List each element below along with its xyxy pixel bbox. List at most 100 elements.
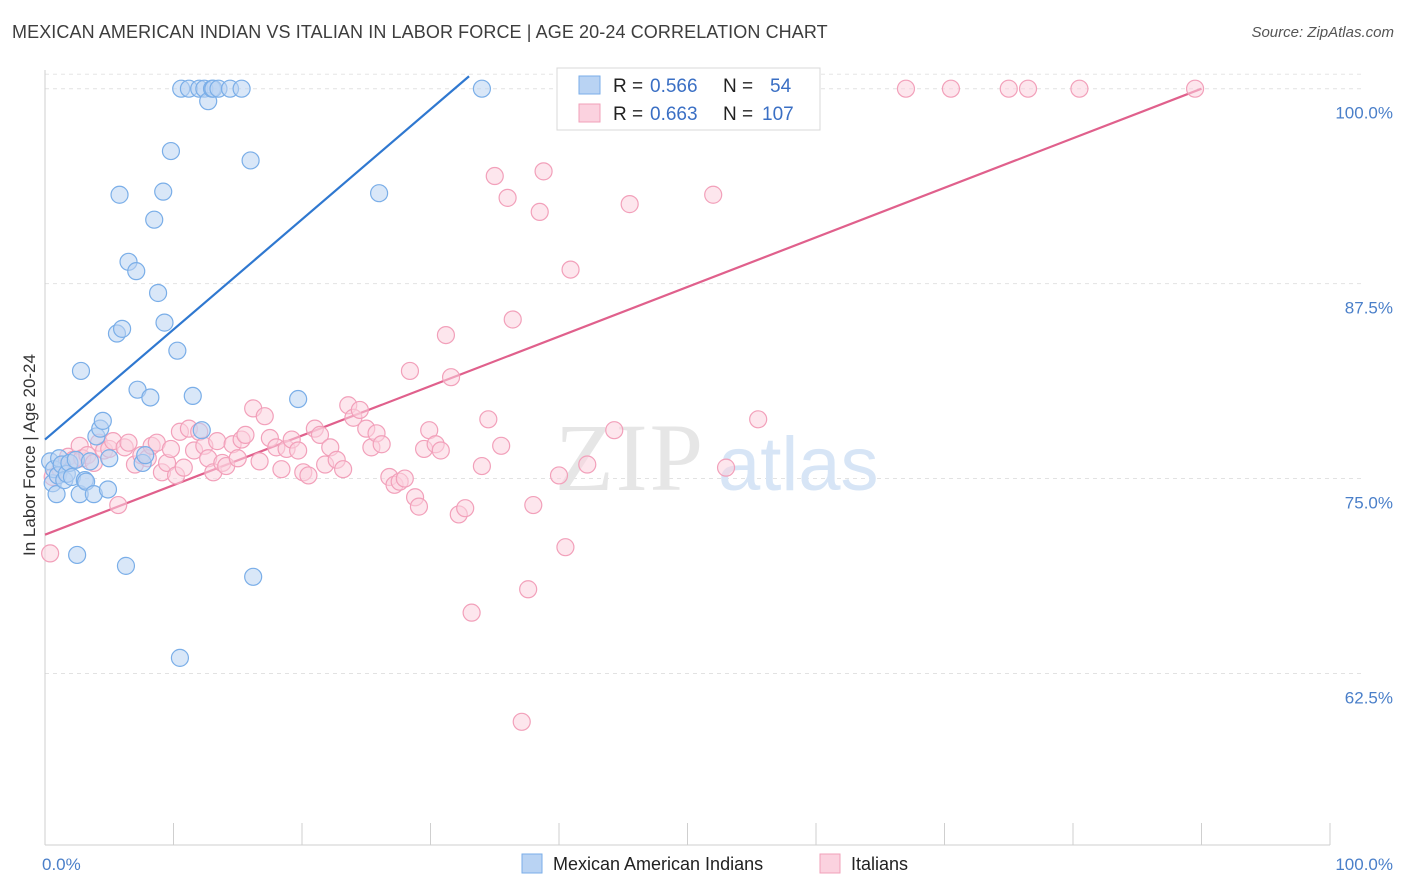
y-tick-label-0: 62.5% (1345, 688, 1393, 707)
point-italian-78 (456, 499, 475, 518)
source-credit: Source: ZipAtlas.com (1251, 24, 1394, 41)
point-italian-88 (524, 495, 543, 515)
point-italian-39 (236, 425, 255, 444)
point-italian-108 (1185, 79, 1205, 98)
series-legend-label-mexican: Mexican American Indians (553, 854, 763, 874)
point-italian-70 (409, 497, 429, 516)
point-italian-107 (1070, 79, 1089, 98)
point-italian-81 (479, 410, 498, 429)
point-italian-56 (334, 460, 353, 479)
point-italian-92 (556, 538, 575, 557)
series-legend: Mexican American Indians Italians (521, 853, 908, 874)
legend-n-label-italians: N = (723, 104, 753, 125)
point-italian-50 (299, 466, 318, 485)
point-italian-75 (436, 325, 456, 345)
point-mexican-27 (116, 556, 136, 575)
point-italian-42 (255, 407, 274, 426)
point-italian-103 (896, 79, 916, 98)
point-mexican-33 (141, 388, 160, 407)
legend-n-value-mexican: 54 (770, 76, 792, 97)
legend-r-label-italians: R = (613, 104, 643, 125)
grid-lines (45, 73, 1365, 674)
point-italian-84 (498, 188, 517, 207)
point-mexican-56 (370, 184, 389, 203)
point-mexican-54 (244, 567, 263, 586)
series-legend-label-italians: Italians (851, 854, 908, 874)
point-italian-15 (119, 433, 138, 452)
point-mexican-26 (112, 319, 132, 338)
point-mexican-17 (80, 452, 100, 471)
point-mexican-32 (136, 446, 155, 465)
point-italian-90 (534, 162, 553, 181)
point-italian-85 (503, 310, 522, 329)
legend-n-value-italians: 107 (762, 104, 794, 125)
point-italian-26 (174, 458, 193, 477)
point-mexican-12 (68, 545, 87, 565)
legend-r-value-mexican: 0.566 (650, 76, 698, 97)
point-italian-80 (472, 456, 491, 476)
x-tick-labels: 0.0% 100.0% (42, 855, 1393, 874)
point-italian-41 (250, 452, 269, 471)
point-italian-104 (941, 79, 961, 98)
series-legend-swatch-mexican (521, 853, 543, 874)
point-mexican-43 (183, 386, 202, 406)
point-italian-101 (716, 458, 736, 477)
point-mexican-22 (98, 480, 118, 499)
legend-r-value-italians: 0.663 (650, 104, 698, 125)
point-italian-0 (41, 544, 60, 563)
point-mexican-29 (127, 262, 146, 281)
point-italian-106 (1018, 79, 1038, 98)
stats-legend: R = 0.566 N = 54 R = 0.663 N = 107 (556, 67, 821, 131)
x-tick-label-1: 100.0% (1335, 855, 1393, 874)
chart-title: MEXICAN AMERICAN INDIAN VS ITALIAN IN LA… (12, 22, 828, 42)
point-mexican-34 (145, 210, 164, 229)
point-italian-33 (208, 432, 227, 451)
point-italian-63 (372, 435, 391, 454)
point-italian-45 (272, 460, 291, 479)
point-italian-48 (289, 441, 308, 460)
series-legend-swatch-italians (819, 853, 841, 874)
y-tick-labels: 62.5% 75.0% 87.5% 100.0% (1335, 104, 1393, 708)
y-tick-label-3: 100.0% (1335, 104, 1393, 123)
point-mexican-38 (161, 141, 181, 161)
point-italian-83 (492, 436, 511, 455)
point-italian-102 (749, 410, 768, 429)
point-italian-67 (395, 469, 414, 488)
point-italian-74 (431, 441, 450, 460)
data-points (41, 79, 1205, 731)
point-mexican-37 (155, 313, 174, 332)
y-tick-label-1: 75.0% (1345, 494, 1393, 513)
point-mexican-40 (170, 648, 190, 667)
trend-line-0 (44, 75, 470, 441)
point-mexican-36 (154, 182, 173, 201)
point-italian-86 (512, 712, 531, 731)
point-italian-93 (561, 260, 580, 279)
point-mexican-23 (100, 449, 119, 468)
point-italian-52 (310, 425, 330, 444)
y-axis-label: In Labor Force | Age 20-24 (20, 354, 39, 556)
point-mexican-35 (148, 283, 168, 303)
point-italian-23 (161, 439, 181, 459)
point-mexican-25 (110, 185, 129, 204)
point-italian-105 (999, 79, 1018, 98)
point-mexican-3 (47, 485, 66, 504)
point-mexican-45 (192, 421, 211, 440)
legend-n-label-mexican: N = (723, 76, 753, 97)
point-italian-13 (109, 495, 128, 515)
legend-swatch-mexican (578, 75, 601, 95)
legend-swatch-italians (578, 103, 601, 123)
point-italian-82 (485, 166, 504, 186)
point-italian-79 (462, 603, 481, 622)
point-italian-37 (228, 449, 247, 468)
point-italian-96 (620, 195, 639, 214)
point-italian-95 (605, 421, 624, 440)
point-italian-91 (549, 466, 569, 485)
point-italian-68 (400, 361, 420, 381)
point-mexican-55 (289, 389, 308, 409)
point-italian-89 (530, 202, 549, 222)
legend-r-label-mexican: R = (613, 76, 643, 97)
point-mexican-14 (71, 361, 91, 381)
point-italian-76 (441, 368, 461, 387)
point-italian-59 (350, 400, 369, 420)
